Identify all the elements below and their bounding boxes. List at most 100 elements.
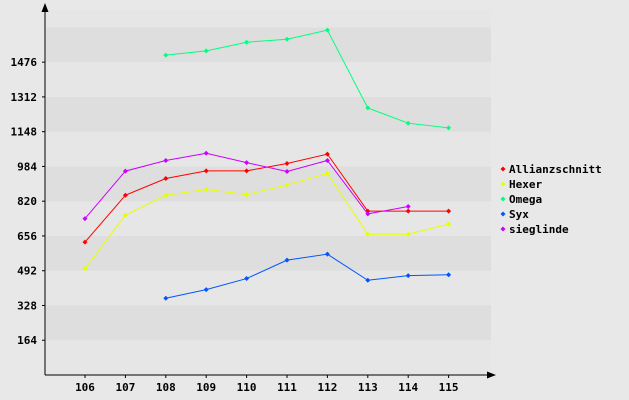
data-point-sieglinde xyxy=(82,216,88,222)
y-tick-label: 164 xyxy=(17,334,37,347)
series-lines xyxy=(82,27,452,301)
data-point-sieglinde xyxy=(405,203,411,209)
x-tick-label: 112 xyxy=(317,381,337,394)
data-point-syx xyxy=(324,251,330,257)
data-point-allianzschnitt xyxy=(324,151,330,157)
legend-marker-sieglinde xyxy=(500,226,506,232)
data-point-hexer xyxy=(284,182,290,188)
data-point-omega xyxy=(324,27,330,33)
series-hexer xyxy=(82,170,452,272)
x-axis-ticks: 106 107 108 109 110 111 112 113 114 115 xyxy=(75,375,459,394)
grid-band xyxy=(46,340,491,375)
y-tick-label: 984 xyxy=(17,160,37,173)
data-point-sieglinde xyxy=(365,211,371,217)
data-point-hexer xyxy=(122,212,128,218)
grid-band xyxy=(46,27,491,63)
series-line-omega xyxy=(165,29,449,129)
data-point-omega xyxy=(405,120,411,126)
y-tick-label: 492 xyxy=(17,265,37,278)
data-point-hexer xyxy=(446,221,452,227)
series-line-syx xyxy=(165,253,449,299)
data-point-allianzschnitt xyxy=(405,208,411,214)
x-tick-label: 114 xyxy=(398,381,418,394)
legend-label-syx: Syx xyxy=(509,208,529,221)
data-point-hexer xyxy=(324,170,330,176)
y-tick-label: 1476 xyxy=(11,56,38,69)
grid-band xyxy=(46,235,491,271)
series-line-hexer xyxy=(84,172,449,269)
data-point-sieglinde xyxy=(163,157,169,163)
data-point-omega xyxy=(365,105,371,111)
legend-marker-syx xyxy=(500,211,506,217)
legend-marker-allianzschnitt xyxy=(500,166,506,172)
x-tick-label: 106 xyxy=(75,381,95,394)
data-point-omega xyxy=(284,36,290,42)
x-tick-label: 107 xyxy=(115,381,135,394)
x-axis-arrow-icon xyxy=(487,371,496,379)
data-point-allianzschnitt xyxy=(284,160,290,166)
grid-band xyxy=(46,62,491,97)
data-point-allianzschnitt xyxy=(122,192,128,198)
legend-label-sieglinde: sieglinde xyxy=(509,223,569,236)
y-tick-label: 1148 xyxy=(11,126,38,139)
data-point-omega xyxy=(163,52,169,58)
series-sieglinde xyxy=(82,150,411,222)
series-syx xyxy=(163,251,452,301)
grid-band xyxy=(46,201,491,236)
data-point-sieglinde xyxy=(122,168,128,174)
data-point-allianzschnitt xyxy=(82,239,88,245)
y-tick-label: 656 xyxy=(17,230,37,243)
legend-label-allianzschnitt: Allianzschnitt xyxy=(509,163,602,176)
data-point-syx xyxy=(163,295,169,301)
series-omega xyxy=(163,27,452,131)
axes xyxy=(41,3,496,379)
data-point-hexer xyxy=(163,192,169,198)
x-tick-label: 113 xyxy=(358,381,378,394)
data-point-sieglinde xyxy=(244,160,250,166)
y-tick-label: 1312 xyxy=(11,91,38,104)
x-tick-label: 110 xyxy=(237,381,257,394)
data-point-syx xyxy=(203,287,209,293)
data-point-hexer xyxy=(82,266,88,272)
y-axis-arrow-icon xyxy=(41,3,49,12)
data-point-syx xyxy=(284,257,290,263)
x-tick-label: 115 xyxy=(439,381,459,394)
legend: Allianzschnitt Hexer Omega Syx sieglinde xyxy=(500,163,602,236)
data-point-omega xyxy=(203,48,209,54)
data-point-sieglinde xyxy=(284,169,290,175)
grid-band xyxy=(46,96,491,132)
y-tick-label: 820 xyxy=(17,195,37,208)
data-point-syx xyxy=(446,272,452,278)
grid-band xyxy=(46,166,491,202)
y-axis-ticks: 164 328 492 656 820 984 1148 1312 1476 xyxy=(11,56,45,347)
data-point-syx xyxy=(365,277,371,283)
legend-label-hexer: Hexer xyxy=(509,178,542,191)
data-point-allianzschnitt xyxy=(203,168,209,174)
data-point-sieglinde xyxy=(324,157,330,163)
grid-band xyxy=(46,131,491,167)
grid-band xyxy=(46,10,491,28)
data-point-hexer xyxy=(365,231,371,237)
x-tick-label: 109 xyxy=(196,381,216,394)
grid-band xyxy=(46,270,491,306)
data-point-hexer xyxy=(244,192,250,198)
data-point-omega xyxy=(244,39,250,45)
legend-label-omega: Omega xyxy=(509,193,542,206)
data-point-syx xyxy=(405,273,411,279)
data-point-syx xyxy=(244,276,250,282)
data-point-allianzschnitt xyxy=(163,176,169,182)
data-point-omega xyxy=(446,125,452,131)
x-tick-label: 111 xyxy=(277,381,297,394)
data-point-sieglinde xyxy=(203,150,209,156)
data-point-allianzschnitt xyxy=(446,208,452,214)
data-point-hexer xyxy=(203,187,209,193)
grid-band xyxy=(46,305,491,341)
legend-marker-omega xyxy=(500,196,506,202)
data-point-allianzschnitt xyxy=(244,168,250,174)
x-tick-label: 108 xyxy=(156,381,176,394)
y-tick-label: 328 xyxy=(17,299,37,312)
plot-background-bands xyxy=(46,10,491,375)
data-point-hexer xyxy=(405,231,411,237)
